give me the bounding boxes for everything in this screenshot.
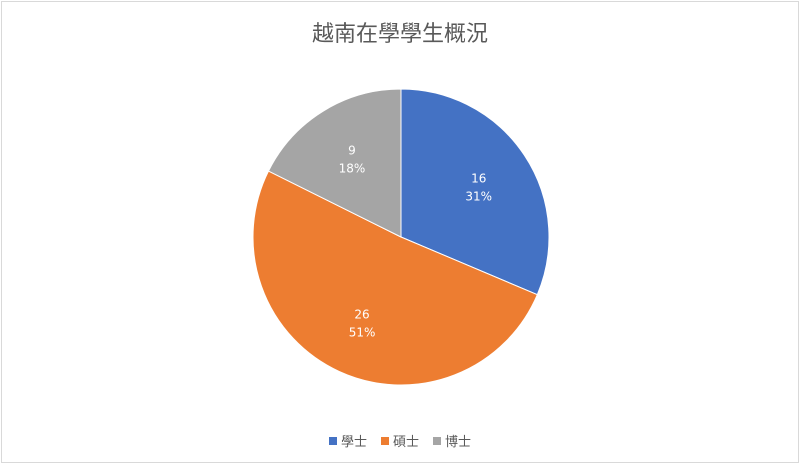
pie-slice-doctorate	[267, 88, 402, 238]
legend-swatch-doctorate	[433, 436, 441, 445]
legend-item-doctorate: 博士	[433, 431, 471, 450]
legend-swatch-bachelor	[328, 436, 337, 445]
data-label-value-doctorate: 9	[348, 144, 356, 158]
data-label-percent-doctorate: 18%	[339, 162, 366, 176]
pie-slice-master	[252, 170, 538, 386]
data-label-percent-bachelor: 31%	[465, 189, 492, 203]
data-label-percent-master: 51%	[349, 326, 376, 340]
chart-title: 越南在學學生概況	[311, 22, 488, 47]
legend-label-bachelor: 學士	[340, 435, 367, 450]
legend: 學士 碩士 博士	[2, 431, 798, 450]
legend-label-master: 碩士	[392, 435, 419, 450]
legend-swatch-master	[380, 436, 389, 445]
data-label-value-master: 26	[354, 308, 369, 322]
pie-slice-bachelor	[400, 88, 550, 296]
legend-item-master: 碩士	[380, 431, 419, 450]
legend-label-doctorate: 博士	[445, 435, 472, 450]
legend-item-bachelor: 學士	[328, 431, 367, 450]
data-label-value-bachelor: 16	[471, 171, 486, 185]
